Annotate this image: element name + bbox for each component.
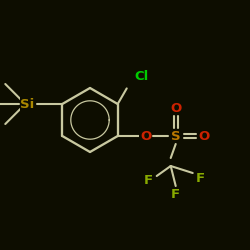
Text: O: O <box>198 130 209 142</box>
Text: O: O <box>140 130 151 142</box>
Text: F: F <box>171 188 180 200</box>
Text: Si: Si <box>20 98 34 110</box>
Text: S: S <box>171 130 180 142</box>
Text: Cl: Cl <box>135 70 149 84</box>
Text: F: F <box>144 174 153 188</box>
Text: F: F <box>196 172 205 184</box>
Text: O: O <box>170 102 181 114</box>
